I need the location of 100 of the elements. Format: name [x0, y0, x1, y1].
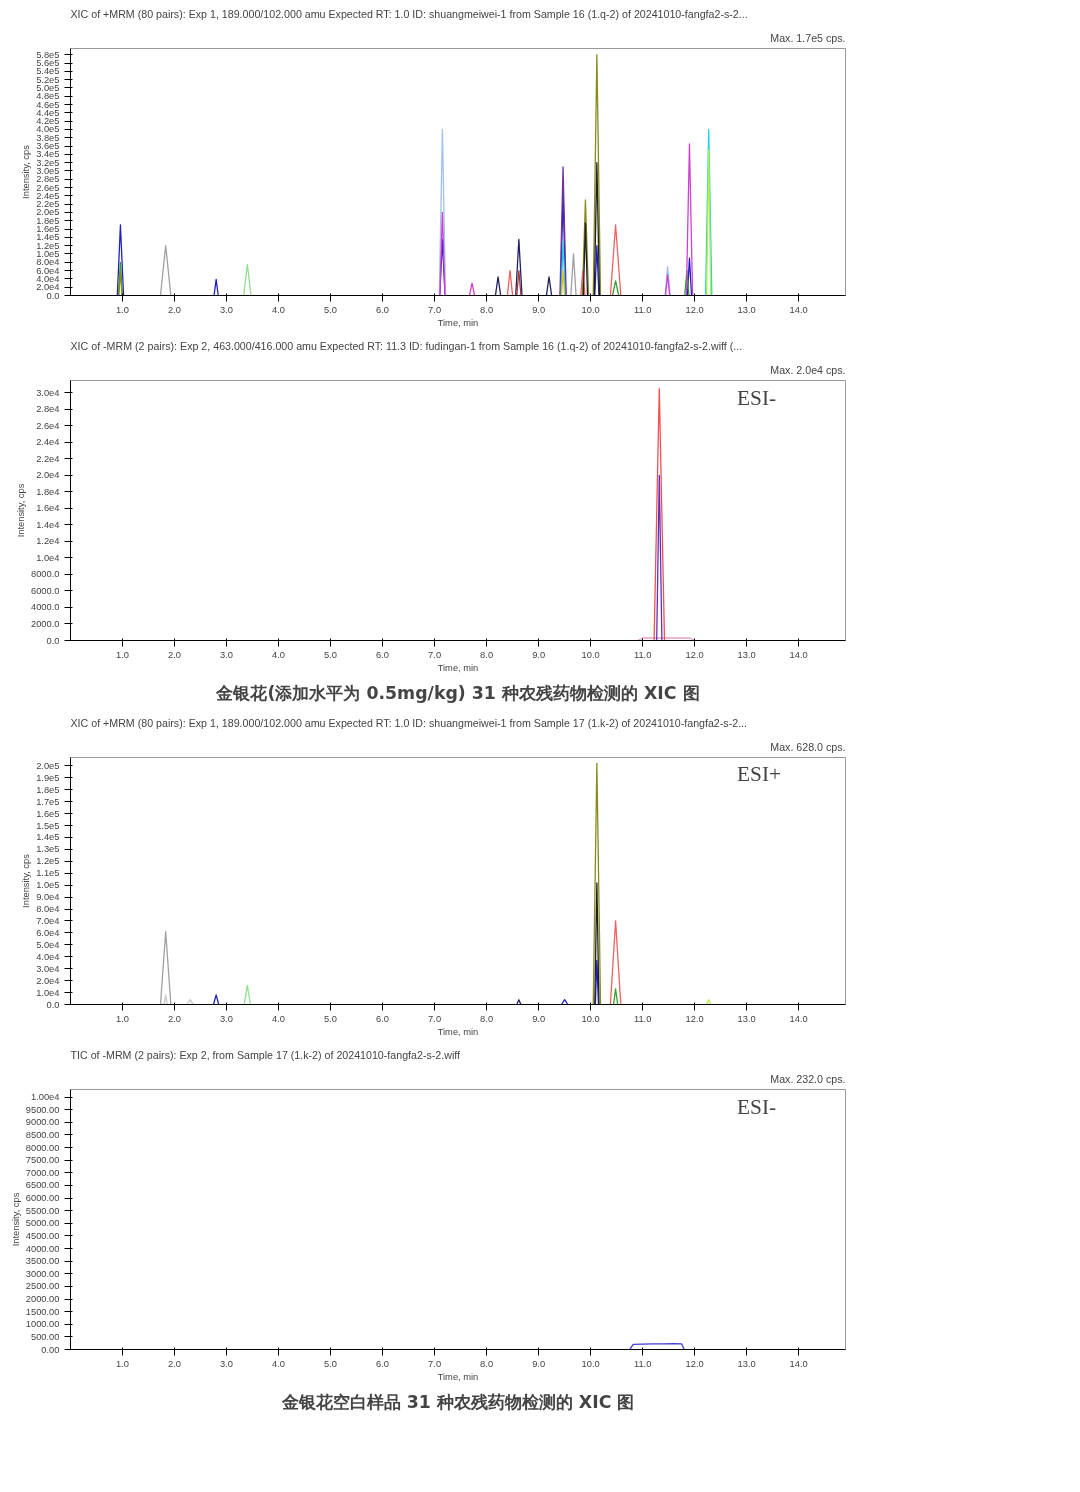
y-tick-label: 4.0e4 [36, 951, 60, 962]
y-tick-label: 2000.00 [25, 1294, 60, 1305]
x-tick-label: 12.0 [685, 1358, 704, 1369]
y-tick-label: 500.00 [30, 1331, 60, 1342]
y-tick-label: 4.6e5 [36, 99, 60, 110]
y-tick-label: 1.8e5 [36, 215, 60, 226]
x-tick-label: 4.0 [272, 649, 286, 660]
x-tick-label: 8.0 [480, 304, 494, 315]
x-tick-label: 6.0 [376, 304, 390, 315]
chart-subtitle: Max. 2.0e4 cps. [770, 363, 846, 376]
y-tick-label: 6.0e4 [36, 927, 60, 938]
y-tick-label: 3.4e5 [36, 149, 60, 160]
y-axis-title: Intensity, cps [15, 483, 26, 538]
y-tick-label: 3.2e5 [36, 157, 60, 168]
x-tick-label: 10.0 [581, 1358, 600, 1369]
y-tick-label: 2.8e5 [36, 174, 60, 185]
y-tick-label: 6000.0 [30, 585, 60, 596]
y-tick-label: 0.0 [46, 290, 60, 301]
x-tick-label: 2.0 [168, 304, 182, 315]
y-tick-label: 1.3e5 [36, 844, 60, 855]
x-axis-title: Time, min [437, 317, 479, 328]
y-tick-label: 4.0e5 [36, 124, 60, 135]
annotation: ESI- [737, 385, 777, 410]
x-tick-label: 11.0 [633, 304, 652, 315]
x-tick-label: 13.0 [737, 1013, 756, 1024]
y-tick-label: 6000.00 [25, 1193, 60, 1204]
y-tick-label: 7.0e4 [36, 915, 60, 926]
x-tick-label: 9.0 [532, 304, 546, 315]
x-tick-label: 13.0 [737, 304, 756, 315]
y-tick-label: 0.00 [41, 1344, 60, 1355]
annotation: ESI+ [737, 762, 782, 787]
x-tick-label: 8.0 [480, 1013, 494, 1024]
x-tick-label: 11.0 [633, 1013, 652, 1024]
x-tick-label: 3.0 [220, 1358, 234, 1369]
y-tick-label: 2.4e4 [36, 437, 60, 448]
x-tick-label: 13.0 [737, 1358, 756, 1369]
y-tick-label: 2.0e4 [36, 282, 60, 293]
y-tick-label: 5000.00 [25, 1218, 60, 1229]
x-tick-label: 12.0 [685, 304, 704, 315]
y-tick-label: 6500.00 [25, 1180, 60, 1191]
y-tick-label: 7000.00 [25, 1167, 60, 1178]
x-tick-label: 5.0 [324, 649, 338, 660]
y-tick-label: 7500.00 [25, 1155, 60, 1166]
y-tick-label: 1.4e5 [36, 832, 60, 843]
y-tick-label: 1500.00 [25, 1306, 60, 1317]
chart-subtitle: Max. 628.0 cps. [770, 740, 846, 753]
x-tick-label: 14.0 [789, 1013, 808, 1024]
y-tick-label: 2.2e5 [36, 199, 60, 210]
y-tick-label: 5.4e5 [36, 66, 60, 77]
y-tick-label: 9.0e4 [36, 892, 60, 903]
x-tick-label: 6.0 [376, 1013, 390, 1024]
x-tick-label: 3.0 [220, 649, 234, 660]
x-tick-label: 1.0 [116, 304, 129, 315]
x-tick-label: 14.0 [789, 1358, 808, 1369]
y-tick-label: 1.0e4 [36, 987, 60, 998]
y-tick-label: 8000.00 [25, 1142, 60, 1153]
y-axis-title: Intensity, cps [21, 144, 32, 199]
x-tick-label: 9.0 [532, 1358, 546, 1369]
y-tick-label: 1.0e5 [36, 880, 60, 891]
x-tick-label: 4.0 [272, 1013, 286, 1024]
y-tick-label: 2.2e4 [36, 453, 60, 464]
x-tick-label: 1.0 [116, 649, 129, 660]
x-tick-label: 3.0 [220, 1013, 234, 1024]
annotation: ESI- [737, 1094, 777, 1119]
y-tick-label: 1.5e5 [36, 820, 60, 831]
y-tick-label: 1.8e5 [36, 784, 60, 795]
x-tick-label: 4.0 [272, 1358, 286, 1369]
y-tick-label: 1.00e4 [30, 1092, 60, 1103]
y-tick-label: 3.0e5 [36, 165, 60, 176]
y-tick-label: 1.2e4 [36, 536, 60, 547]
x-tick-label: 5.0 [324, 304, 338, 315]
y-tick-label: 3.0e4 [36, 963, 60, 974]
y-tick-label: 3.0e4 [36, 387, 60, 398]
y-tick-label: 2.0e4 [36, 470, 60, 481]
x-tick-label: 2.0 [168, 649, 182, 660]
y-tick-label: 1.0e5 [36, 248, 60, 259]
y-tick-label: 4.2e5 [36, 116, 60, 127]
y-tick-label: 1.2e5 [36, 240, 60, 251]
y-tick-label: 2.0e5 [36, 760, 60, 771]
y-tick-label: 2.4e5 [36, 190, 60, 201]
y-tick-label: 1000.00 [25, 1319, 60, 1330]
text: 金银花空白样品 31 种农残药物检测的 XIC 图 [280, 1391, 635, 1412]
y-tick-label: 4500.00 [25, 1230, 60, 1241]
y-tick-label: 2.0e4 [36, 975, 60, 986]
y-tick-label: 3000.00 [25, 1268, 60, 1279]
y-tick-label: 8500.00 [25, 1129, 60, 1140]
y-tick-label: 4.0e4 [36, 273, 60, 284]
chart-title: XIC of -MRM (2 pairs): Exp 2, 463.000/416.000 amu Expected RT: 11.3 ID: fudingan-1 from Sample 16 (1.q-2) of 20241010-fangfa2-s-2.wiff (... [70, 339, 743, 352]
x-tick-label: 5.0 [324, 1013, 338, 1024]
y-tick-label: 1.6e5 [36, 808, 60, 819]
y-tick-label: 5500.00 [25, 1205, 60, 1216]
x-tick-label: 5.0 [324, 1358, 338, 1369]
x-tick-label: 9.0 [532, 1013, 546, 1024]
x-tick-label: 1.0 [116, 1013, 129, 1024]
x-tick-label: 7.0 [428, 1013, 442, 1024]
x-tick-label: 3.0 [220, 304, 234, 315]
x-tick-label: 10.0 [581, 1013, 600, 1024]
y-tick-label: 1.9e5 [36, 772, 60, 783]
y-tick-label: 0.0 [46, 635, 60, 646]
y-tick-label: 5.8e5 [36, 49, 60, 60]
